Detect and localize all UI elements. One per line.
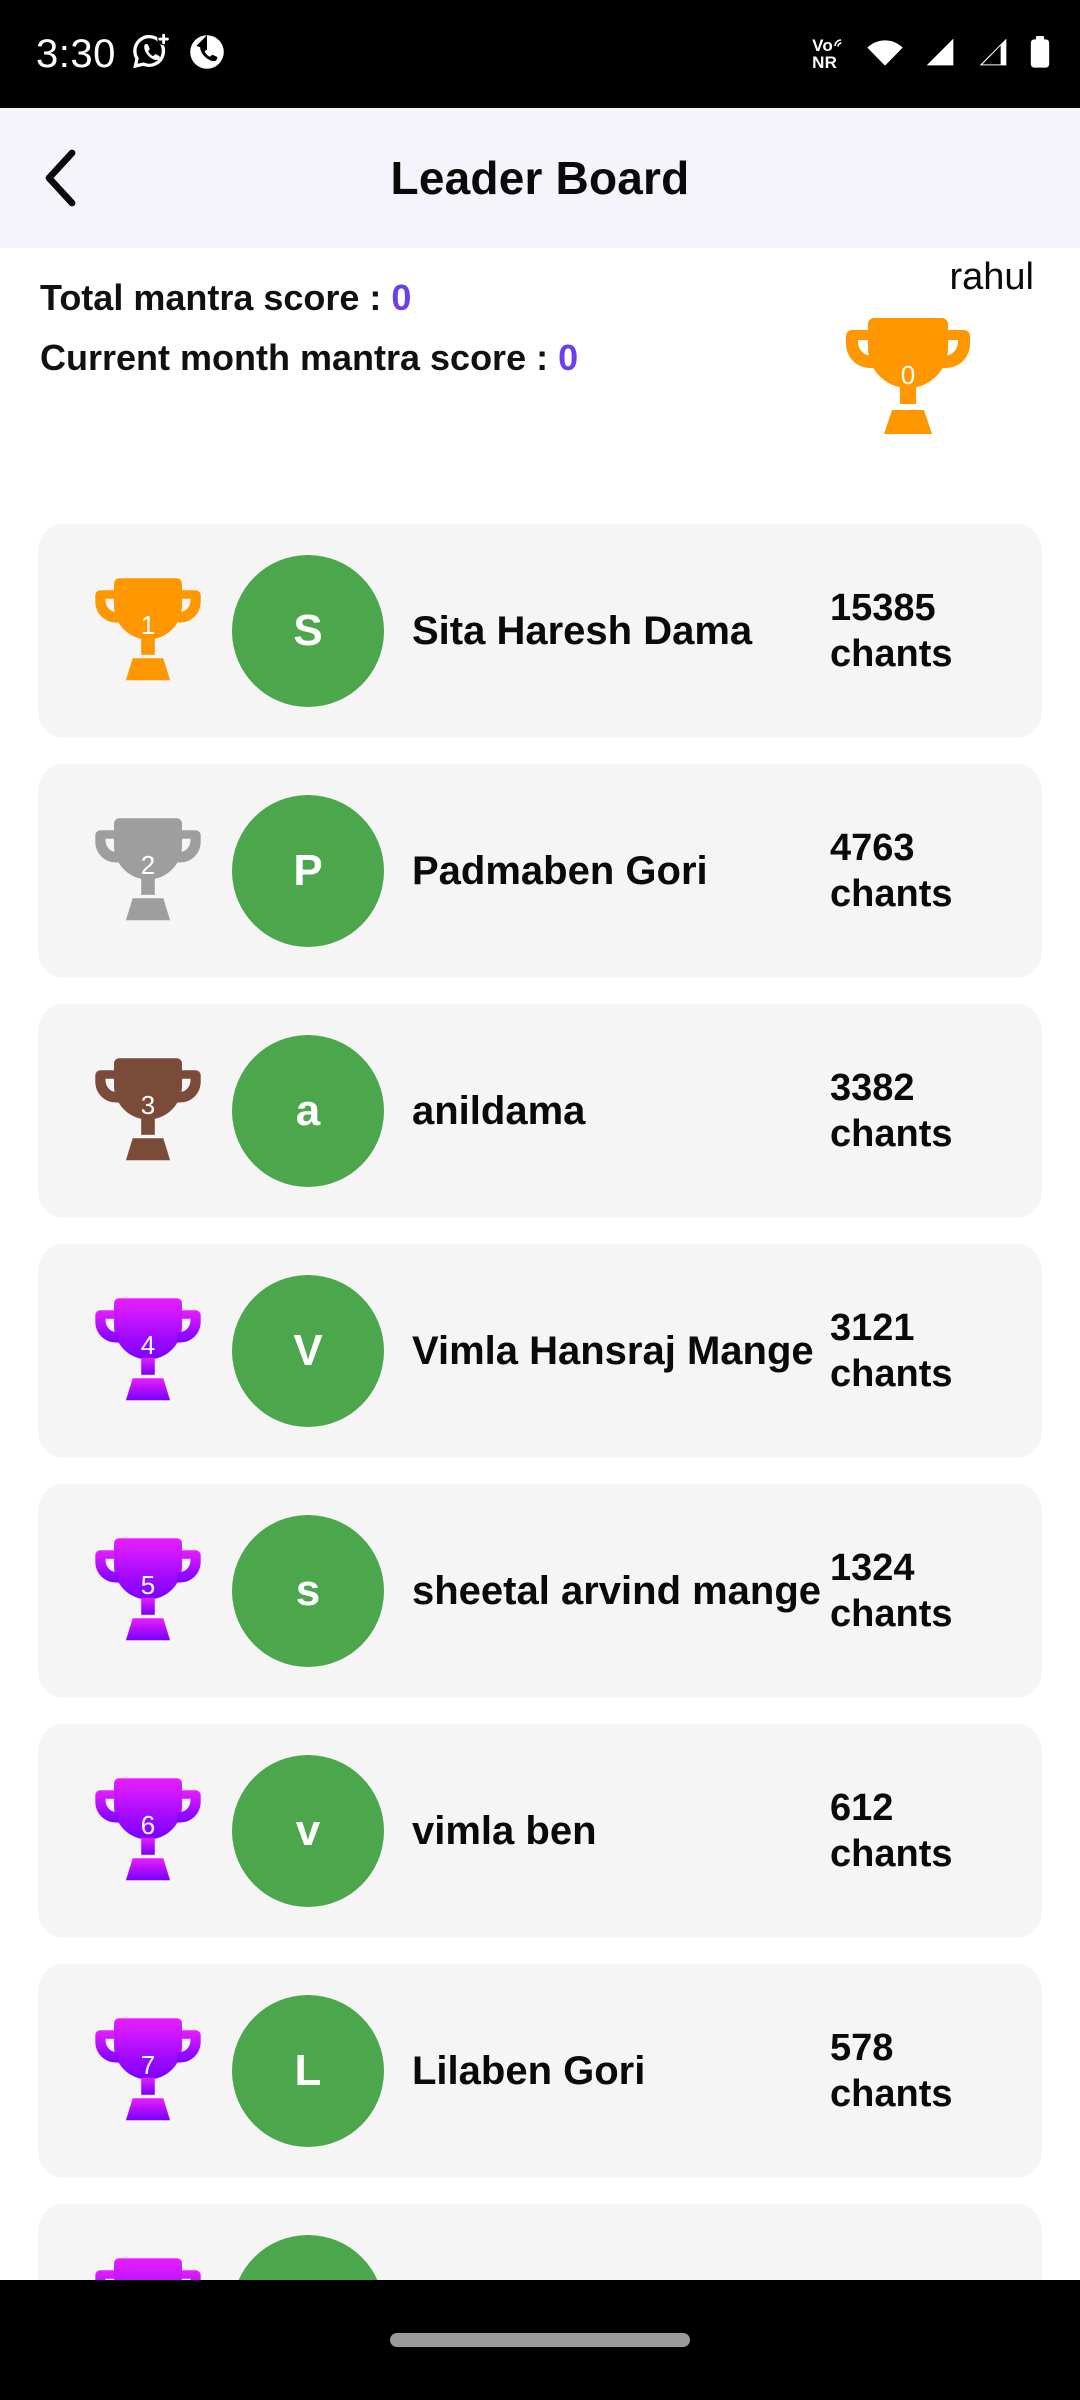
avatar: P [232, 795, 384, 947]
player-score: 1324 chants [830, 1545, 1042, 1638]
player-score-value: 15385 [830, 586, 936, 629]
rank-number: 6 [140, 1810, 156, 1840]
current-user-trophy-value: 0 [900, 359, 916, 390]
player-name: vimla ben [412, 1809, 597, 1853]
rank-number: 4 [140, 1330, 156, 1360]
current-user-trophy-icon: 0 [828, 306, 988, 446]
player-score-unit: chants [830, 1833, 953, 1875]
rank-trophy-icon: 5 [80, 1520, 216, 1662]
wifi-icon [865, 37, 905, 72]
player-score-value: 4763 [830, 826, 915, 869]
player-score: 3382 chants [830, 1065, 1042, 1158]
status-clock: 3:30 [36, 32, 116, 76]
battery-icon [1028, 35, 1052, 74]
player-score: 612 chants [830, 1785, 1042, 1878]
leaderboard-row[interactable]: 3 a anildama 3382 chants [38, 1004, 1042, 1218]
player-score-value: 1324 [830, 1546, 915, 1589]
avatar: S [232, 555, 384, 707]
player-name: Lilaben Gori [412, 2049, 646, 2093]
player-score-value: 3121 [830, 1306, 915, 1349]
system-nav-bar [0, 2280, 1080, 2400]
back-chevron-icon [45, 149, 76, 207]
leaderboard-row[interactable]: 8 [38, 2204, 1042, 2280]
score-group: Total mantra score : 0 Current month man… [40, 280, 578, 400]
leaderboard-row[interactable]: 6 v vimla ben 612 chants [38, 1724, 1042, 1938]
whatsapp-add-icon [130, 31, 172, 78]
player-score: 4763 chants [830, 825, 1042, 918]
player-score-unit: chants [830, 1113, 953, 1155]
total-mantra-score: Total mantra score : 0 [40, 280, 578, 316]
leaderboard-row[interactable]: 1 S Sita Haresh Dama 15385 chants [38, 524, 1042, 738]
rank-trophy-icon: 7 [80, 2000, 216, 2142]
current-month-mantra-score: Current month mantra score : 0 [40, 340, 578, 376]
player-score-unit: chants [830, 873, 953, 915]
avatar: v [232, 1755, 384, 1907]
page-title: Leader Board [390, 152, 690, 204]
player-name: sheetal arvind mange [412, 1569, 822, 1613]
leaderboard-row[interactable]: 5 s sheetal arvind mange 1324 chants [38, 1484, 1042, 1698]
player-score-unit: chants [830, 633, 953, 675]
player-name: Vimla Hansraj Mange [412, 1329, 814, 1373]
player-score: 3121 chants [830, 1305, 1042, 1398]
avatar: a [232, 1035, 384, 1187]
player-score-value: 3382 [830, 1066, 915, 1109]
current-user-block: rahul 0 [778, 256, 1038, 446]
player-score: 15385 chants [830, 585, 1042, 678]
app-bar: Leader Board [0, 108, 1080, 248]
leaderboard-list[interactable]: 1 S Sita Haresh Dama 15385 chants 2 P Padmaben … [0, 524, 1080, 2280]
rank-trophy-icon: 1 [80, 560, 216, 702]
player-score-unit: chants [830, 1593, 953, 1635]
player-name: Padmaben Gori [412, 849, 708, 893]
rank-number: 3 [140, 1090, 156, 1120]
rank-trophy-icon: 6 [80, 1760, 216, 1902]
avatar [232, 2235, 384, 2280]
vonr-icon: Vo NR [812, 36, 848, 71]
avatar: L [232, 1995, 384, 2147]
avatar: s [232, 1515, 384, 1667]
current-month-score-value: 0 [558, 337, 579, 378]
player-score-value: 612 [830, 1786, 894, 1829]
total-mantra-score-label: Total mantra score : [40, 277, 392, 318]
rank-trophy-icon: 8 [80, 2240, 216, 2280]
leaderboard-row[interactable]: 4 V Vimla Hansraj Mange 3121 chants [38, 1244, 1042, 1458]
current-user-name: rahul [949, 256, 1035, 298]
status-bar: 3:30 Vo [0, 0, 1080, 108]
status-bar-right: Vo NR [812, 35, 1052, 74]
signal-icon-2 [975, 37, 1011, 72]
player-score: 578 chants [830, 2025, 1042, 2118]
total-mantra-score-value: 0 [391, 277, 412, 318]
summary-section: Total mantra score : 0 Current month man… [0, 248, 1080, 524]
player-name: anildama [412, 1089, 586, 1133]
avatar: V [232, 1275, 384, 1427]
player-score-unit: chants [830, 1353, 953, 1395]
rank-trophy-icon: 3 [80, 1040, 216, 1182]
status-bar-left: 3:30 [36, 31, 228, 78]
rank-number: 2 [140, 850, 156, 880]
rank-number: 5 [140, 1570, 156, 1600]
leaderboard-row[interactable]: 7 L Lilaben Gori 578 chants [38, 1964, 1042, 2178]
home-indicator[interactable] [390, 2333, 690, 2347]
rank-trophy-icon: 4 [80, 1280, 216, 1422]
player-score-value: 578 [830, 2026, 894, 2069]
leaderboard-row[interactable]: 2 P Padmaben Gori 4763 chants [38, 764, 1042, 978]
back-button[interactable] [0, 108, 120, 248]
current-month-score-label: Current month mantra score : [40, 337, 559, 378]
player-name: Sita Haresh Dama [412, 609, 753, 653]
whatsapp-call-icon [186, 31, 228, 78]
rank-number: 1 [140, 610, 156, 640]
signal-icon-1 [922, 37, 958, 72]
player-score-unit: chants [830, 2073, 953, 2115]
rank-trophy-icon: 2 [80, 800, 216, 942]
rank-number: 7 [140, 2050, 156, 2080]
